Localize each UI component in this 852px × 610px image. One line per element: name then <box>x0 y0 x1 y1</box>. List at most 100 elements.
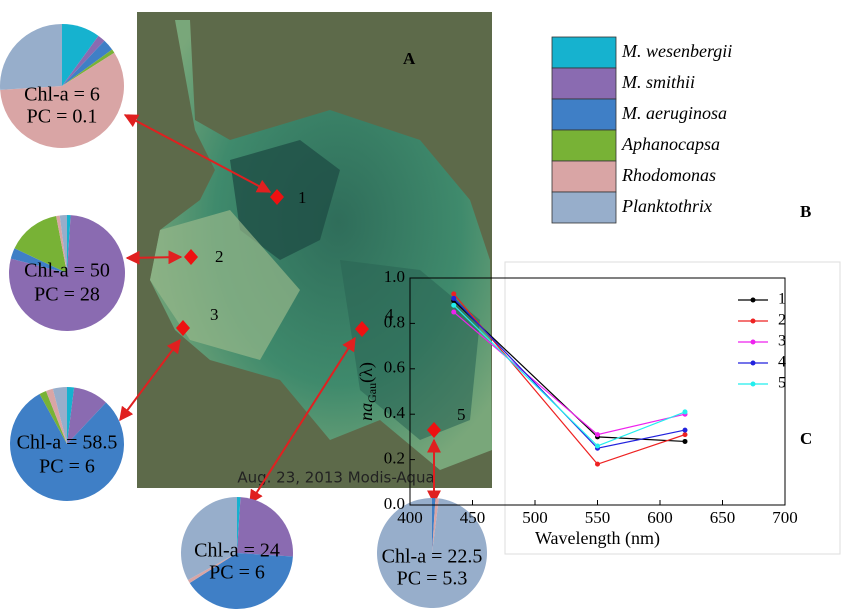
legend-point <box>750 297 756 303</box>
pie-slice <box>62 35 105 86</box>
arrow <box>119 338 181 422</box>
pie-slice <box>14 216 67 273</box>
series-point <box>682 432 688 438</box>
pie-slice <box>187 553 237 584</box>
station-marker <box>355 321 369 337</box>
pie-slice <box>0 24 62 90</box>
station-label: 4 <box>385 305 394 324</box>
y-axis-label-part: na <box>356 403 376 421</box>
y-tick-label: 0.2 <box>384 449 405 468</box>
pie-slice <box>377 498 488 608</box>
pie-slice <box>67 387 107 444</box>
pie-slice <box>9 394 124 502</box>
pie-annotation: PC = 6 <box>209 562 265 584</box>
pie-annotation: PC = 0.1 <box>27 106 98 128</box>
y-tick-label: 0.6 <box>384 358 405 377</box>
x-tick-label: 500 <box>522 508 548 527</box>
pie-annotation: Chl-a = 24 <box>194 540 280 562</box>
pie-slice <box>62 24 99 86</box>
pie-annotation: Chl-a = 22.5 <box>382 546 483 568</box>
x-axis-label: Wavelength (nm) <box>535 528 660 549</box>
arrow <box>125 250 183 265</box>
legend-swatch <box>551 67 617 100</box>
pie-annotation: PC = 6 <box>39 456 95 478</box>
y-tick-label: 0.4 <box>384 403 406 422</box>
pie-slice <box>62 49 115 86</box>
legend-label: Aphanocapsa <box>621 134 720 154</box>
legend-swatch <box>551 36 617 69</box>
pie-slice <box>67 387 75 444</box>
y-tick-label: 0.0 <box>384 494 405 513</box>
pie-slice <box>39 391 67 444</box>
station-label: 3 <box>210 305 219 324</box>
pie-slice <box>0 52 124 149</box>
legend-point <box>750 318 756 324</box>
legend-label: M. wesenbergii <box>621 41 732 61</box>
series-point <box>451 309 457 315</box>
pie-annotation: Chl-a = 6 <box>24 84 100 106</box>
pie-slice <box>432 498 436 553</box>
series-point <box>595 461 600 467</box>
arrow <box>123 114 272 193</box>
pie-annotation: PC = 28 <box>34 284 100 306</box>
series-point <box>595 432 600 438</box>
x-tick-label: 700 <box>772 508 798 527</box>
pie-slice <box>237 497 241 553</box>
series-point <box>451 302 457 308</box>
station-marker <box>184 249 198 265</box>
y-axis-label-part: (λ) <box>356 362 377 383</box>
legend-point <box>750 381 756 387</box>
pie-slice <box>237 497 293 557</box>
pie-slice <box>189 553 293 609</box>
y-tick-label: 0.8 <box>384 312 405 331</box>
pie-slice <box>8 215 125 331</box>
pie-slice <box>67 215 71 273</box>
series-point <box>682 438 688 444</box>
y-axis-label-part: Gau <box>365 383 379 403</box>
station-label: 2 <box>215 247 224 266</box>
legend-label: 1 <box>778 291 786 308</box>
station-label: 5 <box>457 405 466 424</box>
legend-point <box>750 339 756 345</box>
pie-slice <box>10 248 67 273</box>
station-label: 1 <box>298 188 307 207</box>
pie-slice <box>62 40 113 86</box>
legend-label: Planktothrix <box>621 196 712 216</box>
legend-swatch <box>551 98 617 131</box>
pie-slice <box>180 497 237 580</box>
legend-label: Rhodomonas <box>621 165 716 185</box>
legend-label: 3 <box>778 333 786 350</box>
pie-annotation: Chl-a = 50 <box>24 260 110 282</box>
legend-label: M. smithii <box>621 72 695 92</box>
x-tick-label: 400 <box>397 508 423 527</box>
station-marker <box>270 189 284 205</box>
series-point <box>451 291 457 297</box>
legend-point <box>750 360 756 366</box>
y-tick-label: 1.0 <box>384 267 405 286</box>
panel-label: C <box>800 429 812 448</box>
legend-swatch <box>551 129 617 162</box>
pie-annotation: PC = 5.3 <box>397 568 468 590</box>
arrows <box>119 114 441 505</box>
legend-swatch <box>551 191 617 224</box>
legend-label: M. aeruginosa <box>621 103 727 123</box>
legend-label: 5 <box>778 375 786 392</box>
panel-label: A <box>403 49 416 68</box>
series-point <box>451 295 457 301</box>
legend-label: 2 <box>778 312 786 329</box>
legend-swatch <box>551 160 617 193</box>
y-axis-label: naGau(λ) <box>356 362 379 421</box>
x-tick-label: 450 <box>460 508 486 527</box>
panel-label: B <box>800 202 811 221</box>
x-tick-label: 600 <box>647 508 673 527</box>
arrow <box>249 336 356 505</box>
series-point <box>682 427 688 433</box>
pie-slice <box>52 387 67 444</box>
series-point <box>682 409 688 415</box>
station-marker <box>176 320 190 336</box>
pie-slice <box>56 215 67 273</box>
pie-slice <box>59 215 67 273</box>
series-point <box>595 443 600 449</box>
x-tick-label: 650 <box>710 508 736 527</box>
